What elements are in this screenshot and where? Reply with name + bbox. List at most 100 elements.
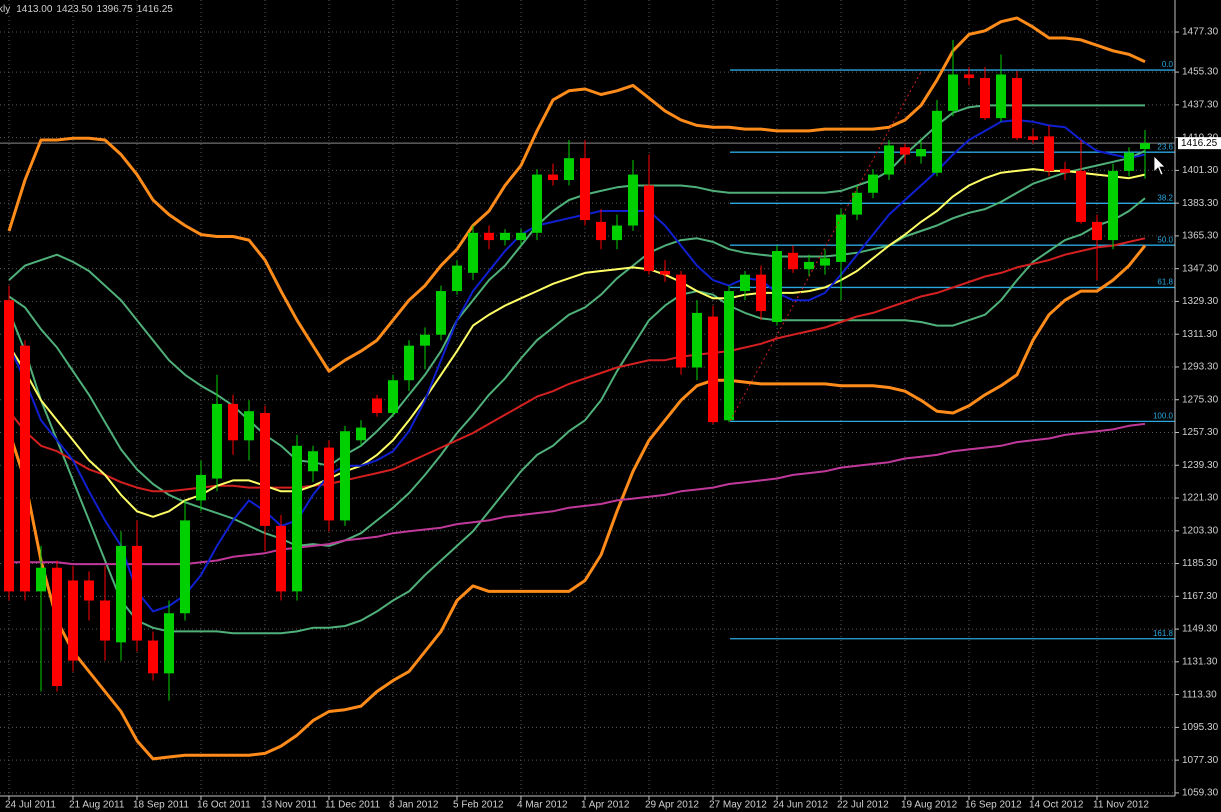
candle-body [420, 334, 430, 346]
y-tick-label: 1437.30 [1182, 99, 1219, 110]
x-tick-label: 8 Jan 2012 [389, 800, 439, 811]
y-tick-label: 1293.30 [1182, 362, 1219, 373]
candle-body [996, 74, 1006, 119]
y-tick-label: 1221.30 [1182, 493, 1219, 504]
candle-body [180, 520, 190, 614]
x-tick-label: 5 Feb 2012 [453, 800, 504, 811]
fib-label: 0.0 [1162, 60, 1174, 69]
y-tick-label: 1149.30 [1182, 624, 1218, 635]
candle-body [900, 147, 910, 155]
candle-body [580, 158, 590, 221]
y-tick-label: 1077.30 [1182, 755, 1219, 766]
candle-body [932, 110, 942, 173]
x-tick-label: 4 Mar 2012 [517, 800, 568, 811]
y-tick-label: 1167.30 [1182, 591, 1218, 602]
candle-body [1044, 136, 1054, 171]
candle-body [660, 271, 670, 275]
x-tick-label: 24 Jul 2011 [5, 800, 56, 811]
candle-body [644, 185, 654, 272]
x-tick-label: 16 Sep 2012 [965, 800, 1022, 811]
plot: 0.0 23.6 38.2 50.0 61.8 100.0 161.8 [0, 16, 1175, 761]
fib-label: 23.6 [1157, 142, 1173, 151]
x-tick-label: 19 Aug 2012 [901, 800, 958, 811]
indicator-line [8, 119, 1146, 613]
y-tick-label: 1347.30 [1182, 263, 1219, 274]
candle-body [836, 214, 846, 262]
y-tick-label: 1275.30 [1182, 394, 1219, 405]
candle-body [100, 600, 110, 641]
candle-body [484, 232, 494, 241]
header: kly 1413.00 1423.50 1396.75 1416.25 [0, 4, 173, 15]
y-tick-label: 1095.30 [1182, 722, 1219, 733]
candle-body [388, 380, 398, 414]
x-tick-label: 22 Jul 2012 [837, 800, 889, 811]
ohlc-low: 1396.75 [97, 4, 134, 15]
last-price-box [1178, 137, 1221, 150]
y-tick-label: 1383.30 [1182, 198, 1219, 209]
last-price-label: 1416.25 [1181, 138, 1218, 149]
ohlc-close: 1416.25 [137, 4, 174, 15]
candle-body [452, 265, 462, 292]
mouse-cursor [1153, 155, 1166, 176]
candle-body [868, 174, 878, 193]
y-tick-label: 1257.30 [1182, 427, 1219, 438]
candle-body [244, 411, 254, 441]
candle-body [4, 300, 14, 592]
candle-body [1092, 221, 1102, 241]
indicator-line [8, 149, 1146, 547]
candle-body [196, 474, 206, 501]
candle-body [324, 447, 334, 521]
candle-body [260, 413, 270, 526]
candle-body [596, 221, 606, 241]
candle-body [468, 232, 478, 273]
candle-body [612, 225, 622, 241]
x-tick-label: 24 Jun 2012 [773, 800, 828, 811]
candle-body [1124, 152, 1134, 171]
candle-body [740, 274, 750, 292]
candle-body [68, 580, 78, 661]
candle-body [212, 403, 222, 479]
candle-body [1012, 78, 1022, 139]
candle-body [772, 251, 782, 323]
x-tick-label: 11 Dec 2011 [325, 800, 381, 811]
candle-body [276, 525, 286, 592]
candle-body [1140, 143, 1150, 150]
indicator-line [8, 197, 1146, 635]
y-tick-label: 1113.30 [1182, 689, 1217, 700]
fib-label: 100.0 [1153, 411, 1174, 420]
candle-body [692, 312, 702, 368]
candle-body [532, 174, 542, 233]
y-tick-label: 1131.30 [1182, 656, 1218, 667]
candle-body [964, 74, 974, 79]
candle-body [500, 232, 510, 241]
candle-body [148, 640, 158, 674]
ohlc-high: 1423.50 [56, 4, 93, 15]
ohlc-open: 1413.00 [16, 4, 53, 15]
candle-body [164, 613, 174, 674]
fib-label: 61.8 [1157, 278, 1173, 287]
x-tick-label: 29 Apr 2012 [645, 800, 699, 811]
timeframe: kly [0, 4, 10, 15]
indicator-line [8, 104, 1145, 467]
candle-body [548, 174, 558, 181]
y-tick-label: 1477.30 [1182, 27, 1219, 38]
candle-body [948, 74, 958, 111]
candle-body [564, 158, 574, 181]
candle-body [628, 174, 638, 226]
y-tick-label: 1311.30 [1182, 329, 1218, 340]
candle-body [372, 398, 382, 414]
candle-body [132, 545, 142, 641]
candle-body [20, 345, 30, 592]
fib-anchor-line [729, 69, 923, 422]
y-tick-label: 1185.30 [1182, 558, 1218, 569]
candle-body [852, 192, 862, 215]
fib-label: 161.8 [1153, 629, 1174, 638]
candle-body [52, 567, 62, 687]
x-tick-label: 14 Oct 2012 [1029, 800, 1084, 811]
candle-body [116, 545, 126, 643]
candle-body [676, 274, 686, 368]
candle-body [916, 149, 926, 157]
candle-body [788, 252, 798, 270]
